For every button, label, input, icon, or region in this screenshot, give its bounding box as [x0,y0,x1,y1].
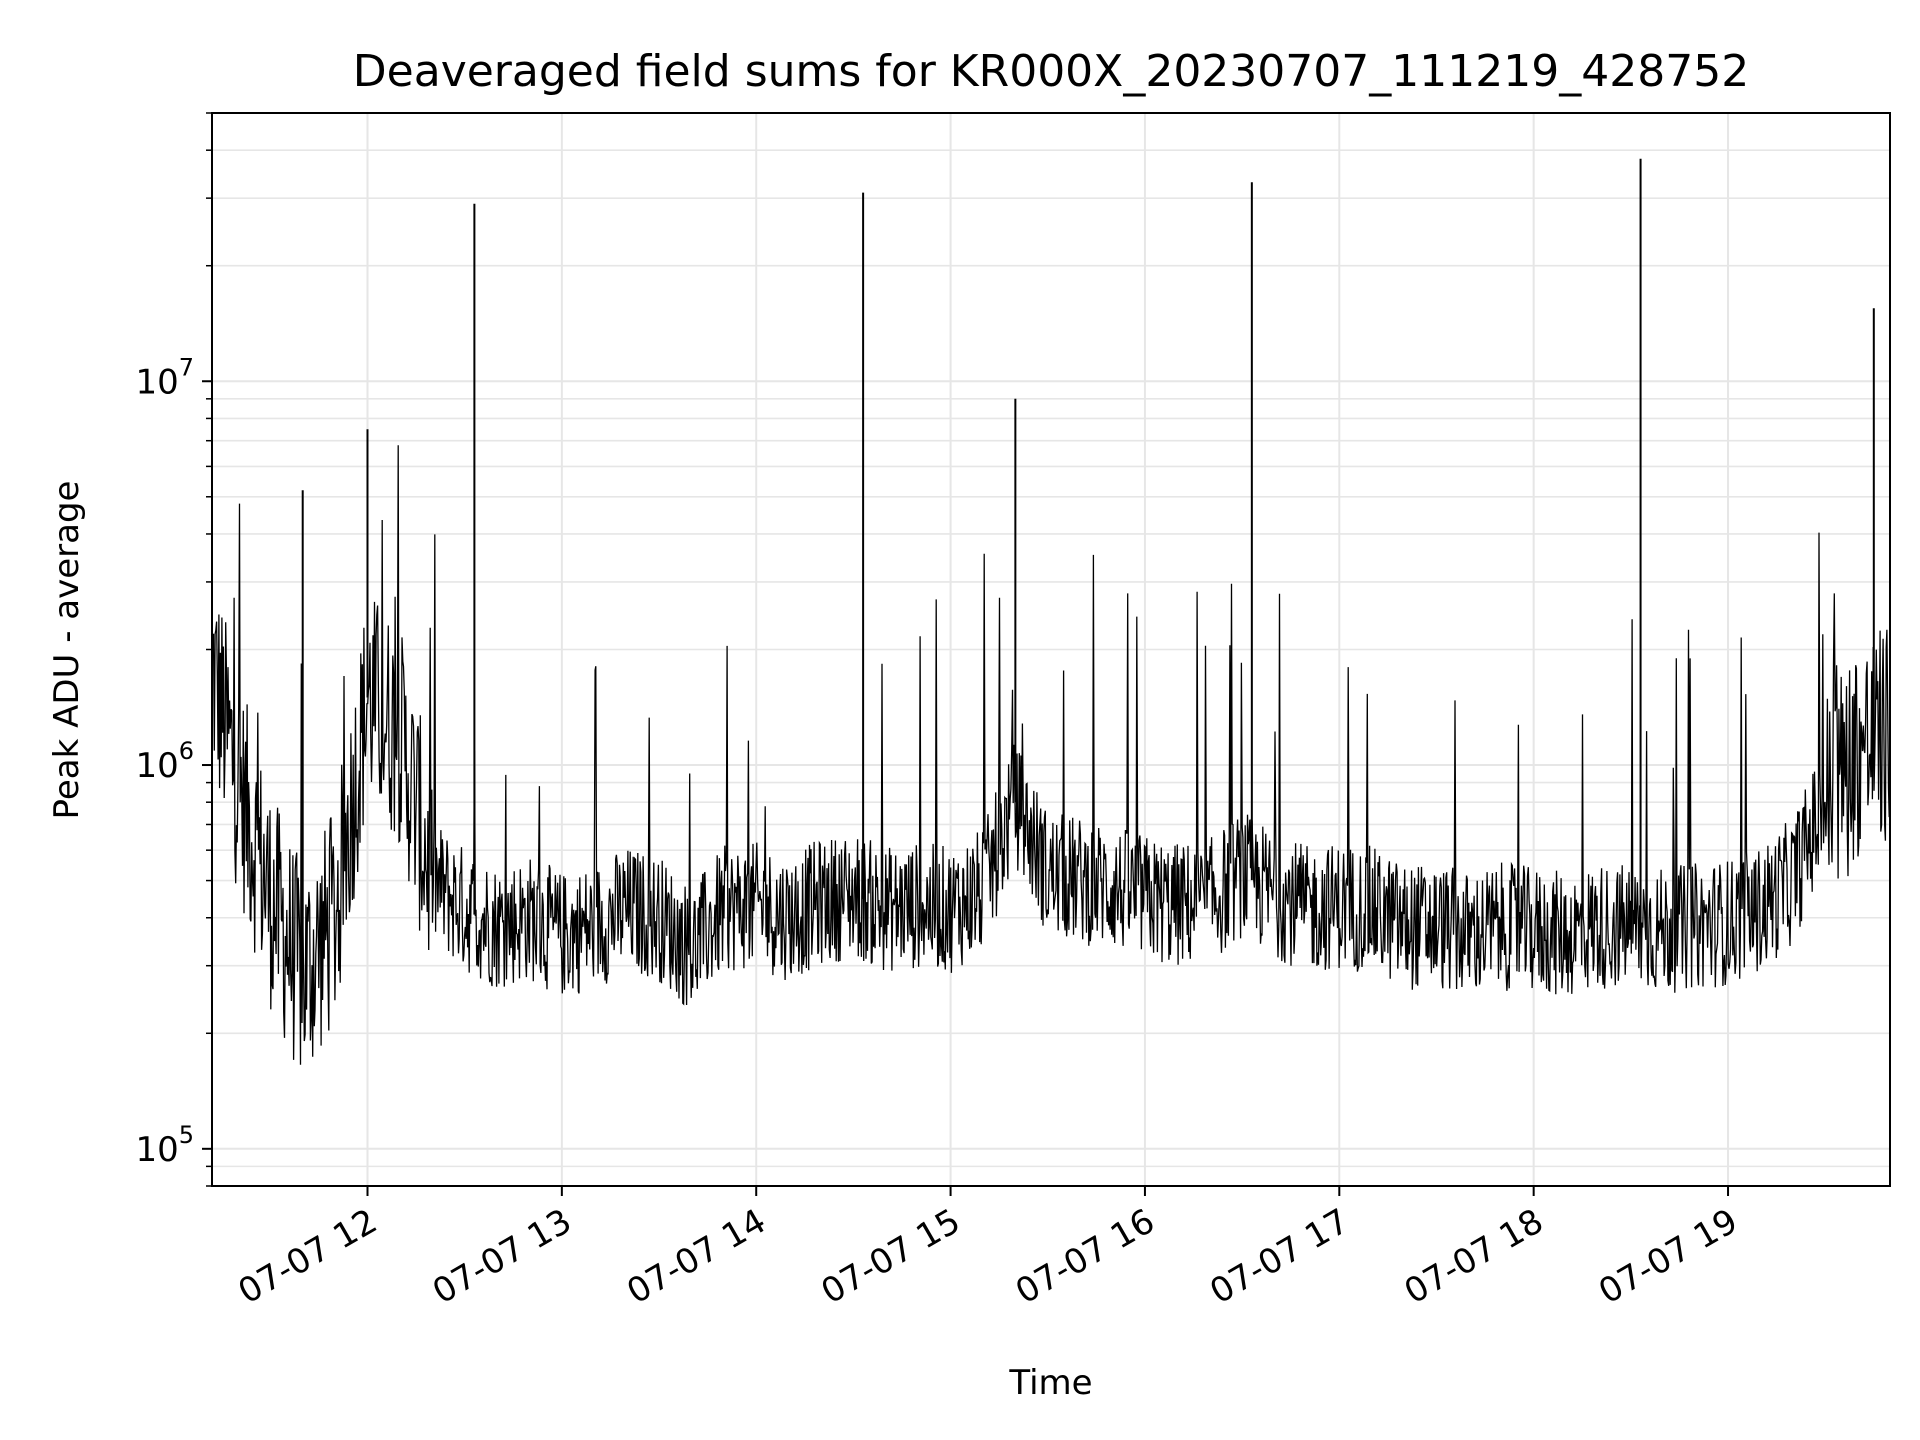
grid-layer [212,112,1890,1187]
y-tick-exponent: 6 [179,737,194,765]
y-axis-label: Peak ADU - average [47,481,87,820]
y-tick-exponent: 7 [179,353,194,381]
y-tick-label: 107 [135,353,194,402]
series-layer [211,158,1891,1065]
x-axis-label: Time [1008,1363,1092,1403]
chart-title: Deaveraged field sums for KR000X_2023070… [353,46,1749,97]
y-tick-exponent: 5 [179,1121,194,1149]
y-tick-base: 10 [135,1130,178,1170]
series-line [211,445,1891,1065]
y-tick-base: 10 [135,362,178,402]
y-tick-label: 105 [135,1121,194,1170]
y-tick-base: 10 [135,746,178,786]
y-tick-label: 106 [135,737,194,786]
